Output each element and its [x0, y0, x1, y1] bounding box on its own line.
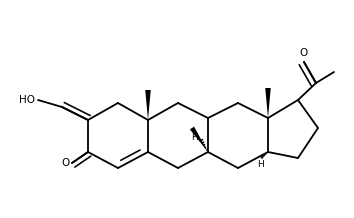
Text: H: H — [257, 160, 263, 169]
Polygon shape — [190, 127, 208, 152]
Polygon shape — [265, 88, 271, 118]
Text: HO: HO — [19, 95, 35, 105]
Polygon shape — [145, 90, 151, 120]
Text: O: O — [62, 158, 70, 168]
Text: H: H — [191, 133, 198, 141]
Text: O: O — [300, 48, 308, 58]
